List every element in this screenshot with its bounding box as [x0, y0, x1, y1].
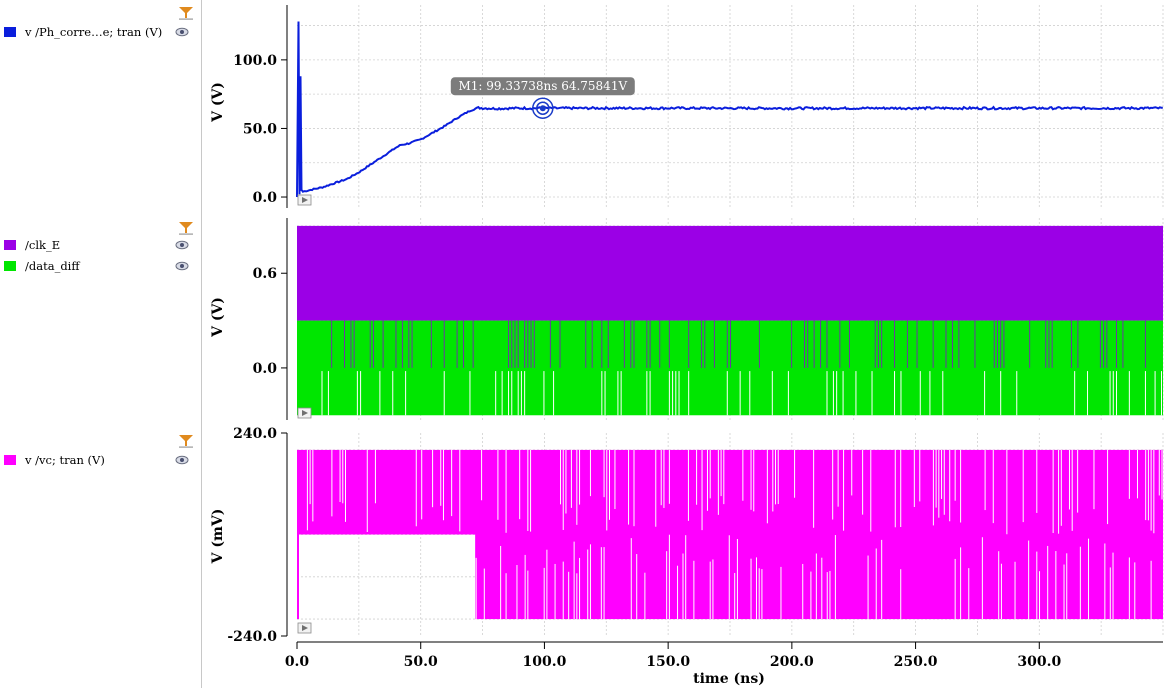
legend-pane: v /Ph_corre…e; tran (V) /clk_E /data_dif… — [0, 0, 202, 688]
y-tick-label: 50.0 — [243, 121, 277, 137]
eye-icon[interactable] — [175, 261, 189, 271]
marker-m1[interactable]: M1: 99.33738ns 64.75841V — [450, 77, 635, 119]
x-tick-label: 150.0 — [646, 654, 690, 670]
legend-label: /data_diff — [25, 259, 80, 273]
legend-item-vc[interactable]: v /vc; tran (V) — [4, 452, 105, 468]
filter-icon[interactable] — [177, 432, 195, 448]
series-line-ph[interactable] — [296, 21, 1163, 198]
legend-item-clk[interactable]: /clk_E — [4, 237, 60, 253]
y-tick-label: 240.0 — [233, 426, 277, 442]
legend-label: /clk_E — [25, 238, 61, 252]
x-axis-label: time (ns) — [693, 671, 765, 687]
series-area-vc-upper[interactable] — [299, 449, 1163, 535]
series-area-clk[interactable] — [297, 225, 1163, 321]
x-tick-label: 100.0 — [523, 654, 567, 670]
y-tick-label: -240.0 — [227, 629, 277, 645]
x-tick-label: 300.0 — [1017, 654, 1061, 670]
legend-swatch — [4, 455, 16, 465]
expand-arrow-icon[interactable] — [297, 622, 312, 634]
legend-swatch — [4, 27, 16, 37]
eye-icon[interactable] — [175, 240, 189, 250]
y-tick-label: 0.0 — [253, 361, 278, 377]
x-tick-label: 0.0 — [285, 654, 310, 670]
x-tick-label: 250.0 — [894, 654, 938, 670]
y-axis-label-panel1: V (V) — [210, 82, 226, 123]
expand-arrow-icon[interactable] — [297, 194, 312, 206]
legend-swatch — [4, 240, 16, 250]
x-tick-label: 200.0 — [770, 654, 814, 670]
filter-icon[interactable] — [177, 219, 195, 235]
filter-icon[interactable] — [177, 4, 195, 20]
y-tick-label: 0.0 — [253, 190, 278, 206]
y-axis-label-panel2: V (V) — [210, 297, 226, 338]
legend-swatch — [4, 261, 16, 271]
series-area-vc-lower[interactable] — [475, 534, 1163, 620]
legend-label: v /vc; tran (V) — [25, 453, 105, 467]
y-tick-label: 0.6 — [253, 266, 277, 282]
y-tick-label: 100.0 — [233, 53, 277, 69]
legend-label: v /Ph_corre…e; tran (V) — [25, 25, 163, 39]
legend-item-ph[interactable]: v /Ph_corre…e; tran (V) — [4, 24, 162, 40]
marker-label: M1: 99.33738ns 64.75841V — [458, 79, 627, 93]
y-axis-label-panel3: V (mV) — [210, 509, 226, 565]
x-tick-label: 50.0 — [404, 654, 438, 670]
eye-icon[interactable] — [175, 27, 189, 37]
eye-icon[interactable] — [175, 455, 189, 465]
legend-item-data[interactable]: /data_diff — [4, 258, 80, 274]
expand-arrow-icon[interactable] — [297, 407, 312, 419]
